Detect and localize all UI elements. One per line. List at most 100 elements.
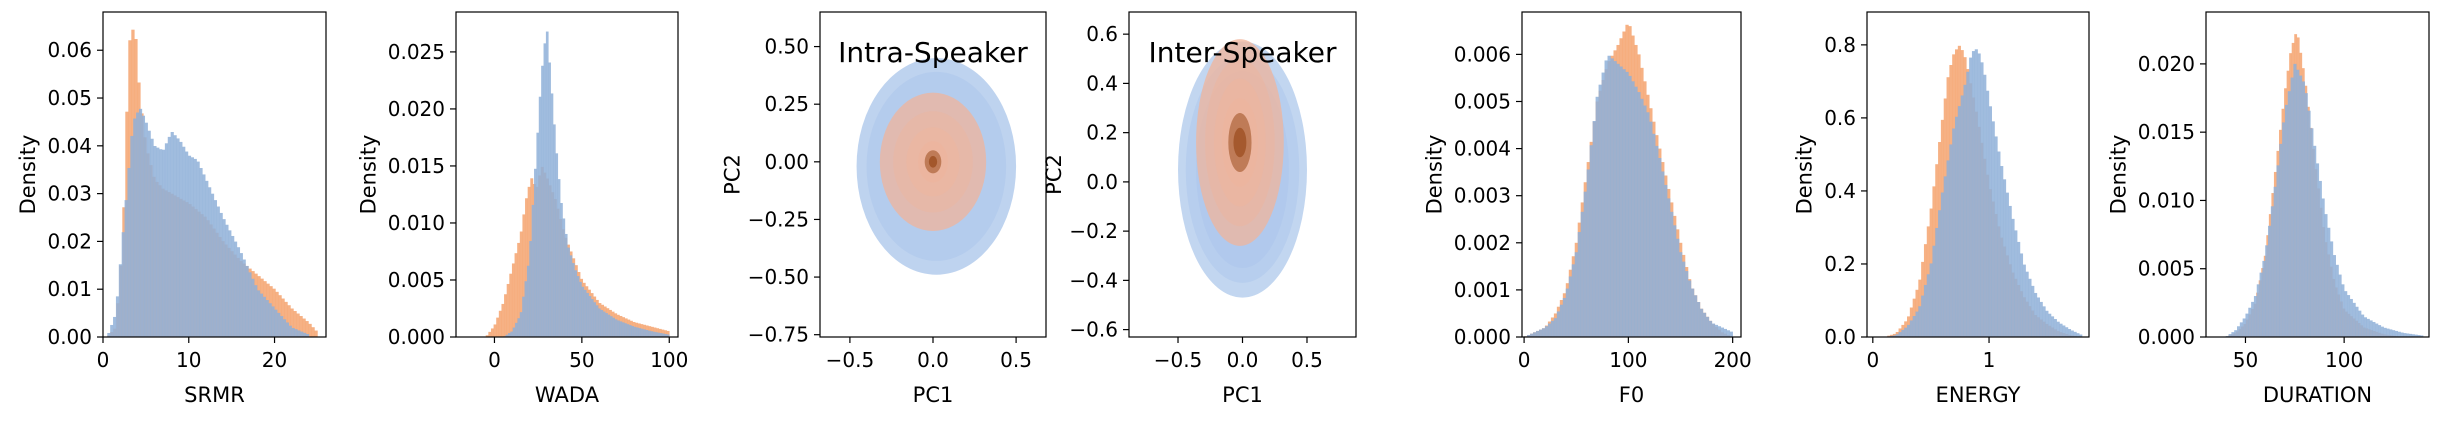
x-axis-label: SRMR (184, 383, 245, 407)
hist-bar-series-2 (1643, 105, 1647, 337)
hist-bar-series-2 (1915, 311, 1919, 337)
hist-bar-series-2 (288, 325, 292, 337)
hist-bar-series-2 (2045, 310, 2049, 337)
hist-bar-series-2 (2279, 143, 2283, 337)
y-tick-label: 0.05 (47, 86, 92, 110)
hist-bar-series-2 (2372, 321, 2376, 337)
hist-bar-series-2 (2067, 329, 2072, 337)
hist-bar-series-2 (2318, 180, 2322, 337)
y-tick-label: 0.04 (47, 134, 92, 158)
plot-area (1884, 45, 2083, 337)
hist-bar-series-2 (1971, 51, 1976, 337)
hist-bar-series-2 (2265, 245, 2269, 337)
hist-bar-series-2 (1708, 320, 1713, 337)
hist-bar-series-2 (222, 219, 226, 337)
panel-6: 0 1 0.0 0.2 0.4 0.6 0.8 ENERGY Density (1793, 11, 2090, 407)
hist-bar-series-2 (2234, 330, 2238, 337)
hist-bar-series-2 (1637, 92, 1641, 337)
hist-bar-series-2 (1565, 288, 1570, 337)
hist-bar-series-2 (541, 65, 544, 337)
hist-bar-series-2 (1980, 62, 1984, 337)
x-axis-label: DURATION (2263, 383, 2372, 407)
y-tick-label: 0.001 (1454, 278, 1511, 302)
hist-bar-series-2 (2005, 192, 2009, 337)
hist-bar-series-2 (205, 180, 209, 337)
hist-bar-series-2 (1607, 55, 1611, 337)
hist-bar-series-2 (2397, 331, 2401, 337)
hist-bar-series-2 (1658, 158, 1662, 337)
hist-bar-series-2 (555, 153, 559, 337)
hist-bar-series-2 (219, 212, 223, 337)
hist-bar-series-2 (624, 323, 627, 337)
hist-bar-series-2 (297, 330, 301, 337)
hist-bar-series-2 (2239, 322, 2243, 337)
hist-bar-series-2 (543, 43, 547, 337)
axes-frame (2205, 11, 2430, 338)
hist-bar-series-1 (511, 263, 515, 337)
hist-bar-series-2 (609, 316, 613, 337)
plot-area (1524, 24, 1733, 337)
hist-bar-series-2 (2028, 278, 2032, 337)
hist-bar-series-2 (2287, 91, 2291, 337)
y-tick-label: 0.50 (764, 35, 809, 59)
hist-bar-series-2 (159, 149, 163, 337)
hist-bar-series-2 (564, 233, 568, 337)
hist-bar-series-2 (515, 322, 518, 337)
hist-bar-series-2 (640, 328, 644, 337)
hist-bar-series-2 (257, 290, 261, 337)
hist-bar-series-2 (2355, 306, 2359, 337)
hist-bar-series-2 (170, 131, 174, 337)
hist-bar-series-1 (290, 308, 294, 337)
x-tick-label: 200 (1714, 348, 1752, 372)
hist-bar-series-2 (636, 327, 639, 337)
panel-7: 50 100 0.000 0.005 0.010 0.015 0.020 DURATION De… (2107, 11, 2430, 407)
hist-bar-series-2 (2228, 334, 2232, 337)
y-tick-label: 0.2 (1086, 121, 1118, 145)
x-tick-label: 0.0 (1227, 348, 1259, 372)
hist-bar-series-2 (2417, 335, 2421, 337)
x-tick-label: 100 (1609, 348, 1647, 372)
hist-bar-series-2 (662, 333, 665, 337)
hist-bar-series-1 (504, 294, 507, 337)
hist-bar-series-2 (2042, 306, 2046, 337)
hist-bar-series-2 (1705, 316, 1710, 337)
y-tick-label: 0.005 (1454, 89, 1511, 113)
hist-bar-series-1 (308, 323, 312, 337)
hist-bar-series-2 (216, 206, 220, 337)
hist-bar-series-2 (1711, 323, 1716, 337)
hist-bar-series-2 (141, 115, 146, 337)
hist-bar-series-2 (628, 325, 632, 337)
hist-bar-series-2 (631, 326, 634, 337)
hist-bar-series-2 (153, 146, 157, 337)
hist-bar-series-2 (245, 265, 249, 337)
hist-bar-series-2 (2338, 274, 2342, 337)
hist-bar-series-2 (1723, 328, 1727, 337)
hist-bar-series-2 (262, 296, 266, 337)
hist-bar-series-2 (2386, 328, 2390, 337)
y-tick-label: 0.002 (1454, 231, 1511, 255)
x-tick-label: 100 (650, 348, 688, 372)
hist-bar-series-2 (2079, 334, 2083, 337)
hist-bar-series-2 (2406, 333, 2410, 337)
hist-bar-series-1 (509, 273, 513, 337)
hist-bar-series-2 (303, 332, 307, 337)
hist-bar-series-2 (2352, 302, 2356, 337)
hist-bar-series-2 (173, 135, 177, 337)
hist-bar-series-2 (560, 203, 563, 337)
x-tick-label: 50 (569, 348, 594, 372)
hist-bar-series-2 (1670, 211, 1674, 337)
hist-bar-series-2 (526, 265, 530, 337)
hist-bar-series-2 (602, 311, 606, 337)
hist-bar-series-2 (1622, 69, 1626, 337)
hist-bar-series-2 (659, 333, 663, 337)
hist-bar-series-2 (2056, 321, 2060, 337)
hist-bar-series-2 (1986, 90, 1990, 337)
hist-bar-series-2 (1673, 225, 1677, 337)
hist-bar-series-1 (490, 328, 494, 337)
hist-bar-series-2 (2313, 145, 2317, 337)
hist-bar-series-2 (1679, 252, 1683, 337)
hist-bar-series-1 (496, 317, 500, 337)
hist-bar-series-2 (2361, 314, 2365, 337)
panel-5: 0 100 200 0.000 0.001 0.002 0.003 0.004 0.005 0.0… (1423, 11, 1752, 407)
y-tick-label: 0.006 (1454, 42, 1511, 66)
